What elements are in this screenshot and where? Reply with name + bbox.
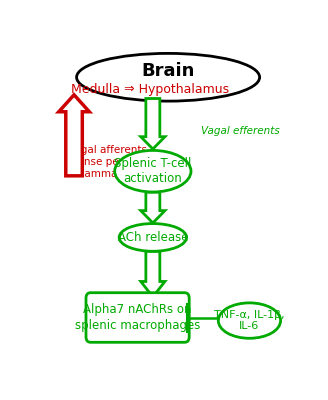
- Polygon shape: [141, 192, 165, 223]
- Text: Vagal efferents: Vagal efferents: [201, 126, 280, 136]
- Ellipse shape: [115, 150, 191, 192]
- Polygon shape: [141, 98, 165, 149]
- Text: Alpha7 nAChRs on
splenic macrophages: Alpha7 nAChRs on splenic macrophages: [75, 304, 200, 332]
- Text: TNF-α, IL-1β,
IL-6: TNF-α, IL-1β, IL-6: [214, 310, 285, 331]
- Text: Vagal afferents
(sense peripheral
inflammation): Vagal afferents (sense peripheral inflam…: [68, 145, 159, 178]
- FancyBboxPatch shape: [86, 293, 189, 342]
- Text: Splenic T-cell
activation: Splenic T-cell activation: [114, 157, 192, 185]
- Text: ACh release: ACh release: [118, 231, 188, 244]
- Ellipse shape: [77, 53, 259, 101]
- Polygon shape: [59, 95, 89, 176]
- Text: Medulla ⇒ Hypothalamus: Medulla ⇒ Hypothalamus: [71, 83, 229, 96]
- Polygon shape: [141, 251, 165, 297]
- Text: Brain: Brain: [141, 62, 195, 80]
- Ellipse shape: [218, 303, 280, 338]
- Ellipse shape: [119, 224, 187, 251]
